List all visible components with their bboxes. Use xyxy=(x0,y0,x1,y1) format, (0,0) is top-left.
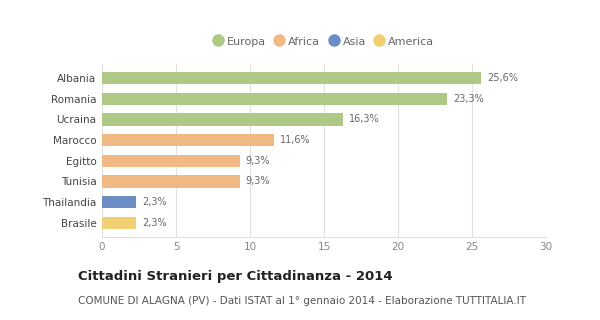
Text: 23,3%: 23,3% xyxy=(453,94,484,104)
Text: Cittadini Stranieri per Cittadinanza - 2014: Cittadini Stranieri per Cittadinanza - 2… xyxy=(78,270,392,284)
Bar xyxy=(102,217,136,229)
Legend: Europa, Africa, Asia, America: Europa, Africa, Asia, America xyxy=(209,32,439,51)
Bar xyxy=(102,134,274,146)
Bar xyxy=(102,196,136,208)
Text: 2,3%: 2,3% xyxy=(142,197,167,207)
Text: 9,3%: 9,3% xyxy=(245,176,270,187)
Text: COMUNE DI ALAGNA (PV) - Dati ISTAT al 1° gennaio 2014 - Elaborazione TUTTITALIA.: COMUNE DI ALAGNA (PV) - Dati ISTAT al 1°… xyxy=(78,296,526,306)
Text: 25,6%: 25,6% xyxy=(487,73,518,83)
Bar xyxy=(102,72,481,84)
Text: 9,3%: 9,3% xyxy=(245,156,270,166)
Text: 16,3%: 16,3% xyxy=(349,114,380,124)
Text: 2,3%: 2,3% xyxy=(142,218,167,228)
Bar xyxy=(102,92,447,105)
Text: 11,6%: 11,6% xyxy=(280,135,310,145)
Bar xyxy=(102,175,239,188)
Bar xyxy=(102,155,239,167)
Bar xyxy=(102,113,343,125)
